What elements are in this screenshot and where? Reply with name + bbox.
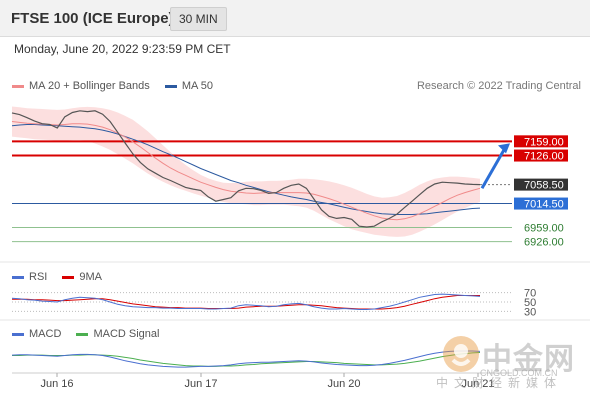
rsi-level-label: 30 bbox=[524, 306, 536, 318]
ma50-swatch bbox=[164, 84, 177, 88]
research-credit: Research © 2022 Trading Central bbox=[416, 80, 581, 92]
x-tick-label: Jun 20 bbox=[327, 378, 360, 390]
rsi-level-label: 50 bbox=[524, 297, 536, 309]
legend-ma20: MA 20 + Bollinger Bands bbox=[29, 80, 150, 92]
price-line bbox=[11, 110, 481, 228]
price-label-bg bbox=[514, 178, 568, 191]
watermark-emblem-icon bbox=[443, 336, 479, 372]
price-level-label: 7126.00 bbox=[524, 151, 564, 163]
price-level-label: 7159.00 bbox=[524, 136, 564, 148]
x-tick-label: Jun 16 bbox=[40, 378, 73, 390]
x-tick-label: Jun 17 bbox=[184, 378, 217, 390]
legend-ma50: MA 50 bbox=[181, 80, 214, 92]
target-arrow bbox=[480, 145, 508, 190]
rsi-line bbox=[11, 293, 481, 310]
price-label-bg bbox=[514, 149, 568, 162]
macd-line bbox=[11, 350, 481, 368]
legend-macd-signal: MACD Signal bbox=[93, 328, 160, 340]
chart-datetime: Monday, June 20, 2022 9:23:59 PM CET bbox=[14, 42, 231, 56]
ma20-line bbox=[11, 121, 481, 221]
macd-swatch bbox=[12, 332, 24, 336]
rsi-legend: RSI 9MA bbox=[12, 271, 102, 283]
watermark-logo bbox=[437, 330, 587, 390]
price-level-label: 6959.00 bbox=[524, 222, 564, 234]
timeframe-button[interactable]: 30 MIN bbox=[170, 7, 227, 31]
price-level-label: 6926.00 bbox=[524, 237, 564, 249]
watermark-url: CNGOLD.COM.CN bbox=[480, 368, 558, 378]
x-tick-label: Jun 21 bbox=[461, 378, 494, 390]
rsi-ma-swatch bbox=[62, 275, 75, 279]
watermark-subtitle: 中文财经新媒体 bbox=[436, 376, 563, 390]
rsi-level-label: 70 bbox=[524, 288, 536, 300]
ma20-swatch bbox=[12, 84, 24, 88]
chart-header: FTSE 100 (ICE Europe) 30 MIN bbox=[0, 0, 590, 37]
price-label-bg bbox=[514, 135, 568, 148]
price-level-label: 7014.50 bbox=[524, 199, 564, 211]
ma50-line bbox=[11, 124, 481, 215]
target-arrowhead bbox=[498, 143, 510, 154]
price-legend: MA 20 + Bollinger Bands MA 50 bbox=[12, 80, 213, 92]
rsi-ma-line bbox=[12, 295, 480, 310]
instrument-title: FTSE 100 (ICE Europe) bbox=[11, 10, 174, 27]
price-level-label: 7058.50 bbox=[524, 180, 564, 192]
macd-legend: MACD MACD Signal bbox=[12, 328, 159, 340]
rsi-swatch bbox=[12, 275, 24, 279]
legend-rsi: RSI bbox=[29, 271, 48, 283]
macd-signal-swatch bbox=[76, 332, 89, 336]
legend-rsi-ma: 9MA bbox=[79, 271, 103, 283]
price-label-bg bbox=[514, 197, 568, 210]
watermark-text: 中金网 bbox=[482, 343, 575, 376]
legend-macd: MACD bbox=[29, 328, 62, 340]
